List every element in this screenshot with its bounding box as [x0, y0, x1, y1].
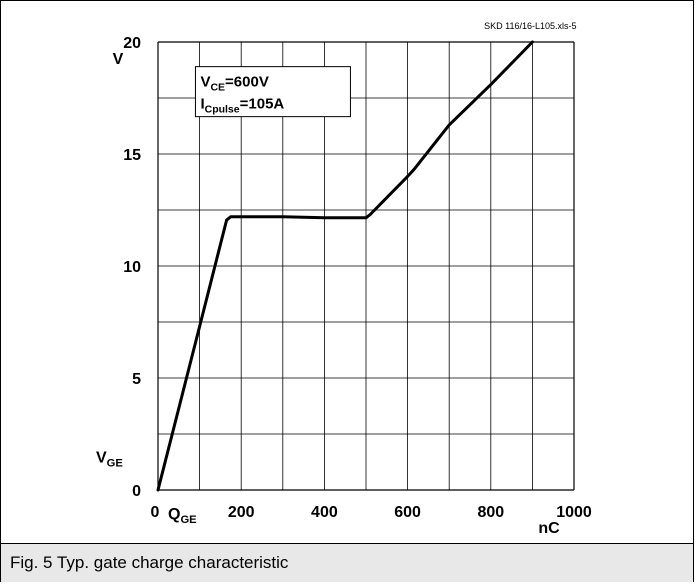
x-axis-label: QGE — [168, 506, 197, 526]
x-tick-label: 200 — [228, 504, 255, 521]
x-tick-label: 1000 — [556, 504, 592, 521]
y-unit-label: V — [113, 51, 124, 68]
figure-caption: Fig. 5 Typ. gate charge characteristic — [10, 553, 289, 572]
x-tick-label: 600 — [394, 504, 421, 521]
condition-label: ICpulse=105A — [200, 96, 284, 116]
x-tick-label: 400 — [311, 504, 338, 521]
y-tick-label: 20 — [123, 35, 141, 52]
source-reference: SKD 116/16-L105.xls-5 — [484, 21, 576, 31]
y-tick-label: 15 — [123, 147, 141, 164]
x-unit-label: nC — [538, 520, 560, 537]
x-tick-label: 800 — [477, 504, 504, 521]
condition-label: VCE=600V — [200, 74, 268, 94]
plot-area: 0 5 10 15 20 0 200 400 600 800 1000 V VGE QGE nC SKD 11… — [1, 1, 695, 543]
series-line-vge — [156, 40, 534, 492]
caption-bar: Fig. 5 Typ. gate charge characteristic — [1, 543, 693, 582]
y-tick-label: 10 — [123, 259, 141, 276]
condition-box — [194, 66, 351, 118]
y-axis-label: VGE — [96, 449, 123, 469]
y-tick-label: 5 — [132, 371, 141, 388]
x-tick-label: 0 — [151, 504, 160, 521]
y-tick-label: 0 — [132, 483, 141, 500]
